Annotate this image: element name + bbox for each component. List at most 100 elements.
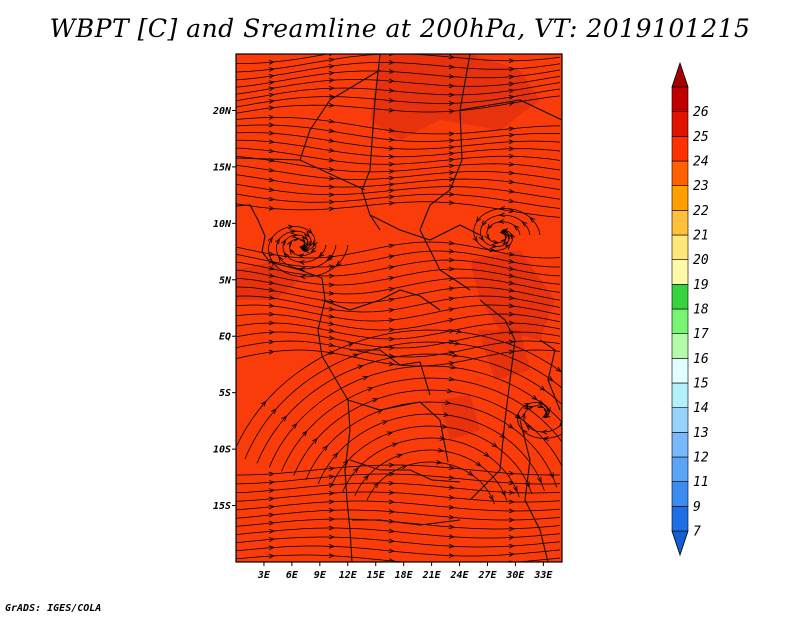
colorbar-swatch [671, 86, 689, 112]
streamline [236, 464, 561, 476]
country-border [349, 459, 461, 483]
streamline-arrow [448, 485, 456, 490]
streamline-arrow [286, 240, 293, 247]
streamline-arrow [268, 280, 276, 285]
lat-tick-label: 5N [219, 275, 232, 286]
streamline-arrow [328, 64, 336, 69]
streamline-arrow [268, 196, 276, 202]
streamline-arrow [515, 413, 522, 420]
streamline-arrow [328, 192, 336, 198]
streamline [236, 95, 561, 114]
lon-tick-label: 15E [367, 570, 386, 581]
streamline-arrow [268, 528, 276, 534]
streamline-arrow [301, 246, 308, 252]
streamline-arrow [531, 394, 538, 401]
streamline [236, 259, 561, 277]
streamline-arrow [268, 488, 276, 494]
streamline-arrow [388, 161, 396, 167]
country-border [352, 519, 461, 526]
streamline-arrow [268, 86, 276, 92]
streamline-arrow [301, 234, 308, 241]
streamline [236, 193, 561, 209]
streamline-arrow [500, 238, 507, 245]
streamline-arrow [289, 248, 295, 255]
streamline-arrow [586, 459, 592, 465]
streamline-arrow [388, 78, 396, 84]
streamline-arrow [268, 67, 276, 72]
streamline [236, 331, 561, 349]
streamline-arrow [328, 282, 336, 288]
streamline-arrow [328, 342, 336, 348]
streamline-arrow [388, 471, 396, 477]
streamline-arrow [491, 442, 498, 448]
streamline-arrow [508, 273, 516, 278]
streamline-arrow [328, 328, 336, 333]
streamline-arrow [527, 405, 534, 411]
streamline [236, 536, 561, 548]
streamline-arrow [268, 471, 276, 477]
country-border [469, 299, 516, 501]
streamline-arrow [303, 241, 309, 248]
streamline-arrow [306, 228, 313, 235]
streamline-arrow [481, 220, 487, 227]
streamline [256, 353, 562, 464]
streamline-arrow [547, 376, 554, 382]
colorbar-swatch [671, 481, 689, 507]
streamline-arrow [328, 264, 336, 270]
streamline-arrow [268, 251, 276, 257]
streamline-arrow [448, 109, 456, 114]
streamline-arrow [388, 276, 396, 281]
streamline-arrow [435, 459, 443, 465]
streamline-arrow [347, 342, 355, 347]
streamline-arrow [498, 212, 505, 218]
country-border [539, 339, 561, 411]
streamline-arrow [448, 64, 456, 70]
streamline-arrow [306, 241, 312, 248]
streamline-arrow [267, 236, 273, 243]
streamline-arrow [291, 422, 298, 429]
country-border [299, 69, 381, 161]
streamline [236, 277, 561, 295]
streamline-arrow [299, 236, 306, 243]
streamline-arrow [328, 534, 336, 540]
streamline-arrow [437, 447, 445, 453]
streamline-arrow [388, 307, 396, 313]
colorbar-level-label: 19 [693, 278, 709, 293]
streamline-arrow [268, 177, 276, 183]
streamline-arrow [328, 290, 336, 296]
streamline-arrow [388, 490, 396, 495]
streamline [236, 147, 561, 165]
streamline-arrow [508, 543, 516, 549]
streamline-arrow [539, 385, 546, 392]
streamline [517, 402, 562, 439]
streamline-arrow [332, 452, 339, 459]
country-border [361, 54, 381, 231]
streamline [236, 139, 561, 158]
colorbar-level-label: 7 [693, 525, 701, 540]
streamline-arrow [328, 78, 336, 83]
streamline-arrow [508, 295, 516, 301]
streamline-arrow [388, 462, 396, 468]
streamline-arrow [367, 386, 374, 392]
streamline-arrow [268, 480, 276, 485]
streamline-arrow [328, 306, 336, 312]
lon-tick-label: 3E [257, 570, 271, 581]
streamline-arrow [508, 170, 516, 176]
colorbar-swatch [671, 333, 689, 359]
streamline-arrow [449, 45, 454, 49]
colorbar-level-label: 13 [693, 426, 709, 441]
grads-credit: GrADS: IGES/COLA [5, 603, 102, 614]
streamline-arrow [310, 247, 317, 254]
streamline-arrow [508, 517, 516, 523]
streamline [305, 401, 558, 488]
streamline-arrow [448, 534, 456, 539]
colorbar-top-arrow [671, 61, 689, 88]
streamline-arrow [268, 320, 276, 326]
streamline-arrow [513, 224, 520, 231]
streamline [236, 491, 561, 503]
streamline-arrow [328, 254, 336, 260]
streamline-arrow [388, 194, 396, 200]
streamline-arrow [452, 352, 459, 358]
streamline-arrow [508, 188, 516, 194]
streamline-arrow [328, 499, 336, 505]
